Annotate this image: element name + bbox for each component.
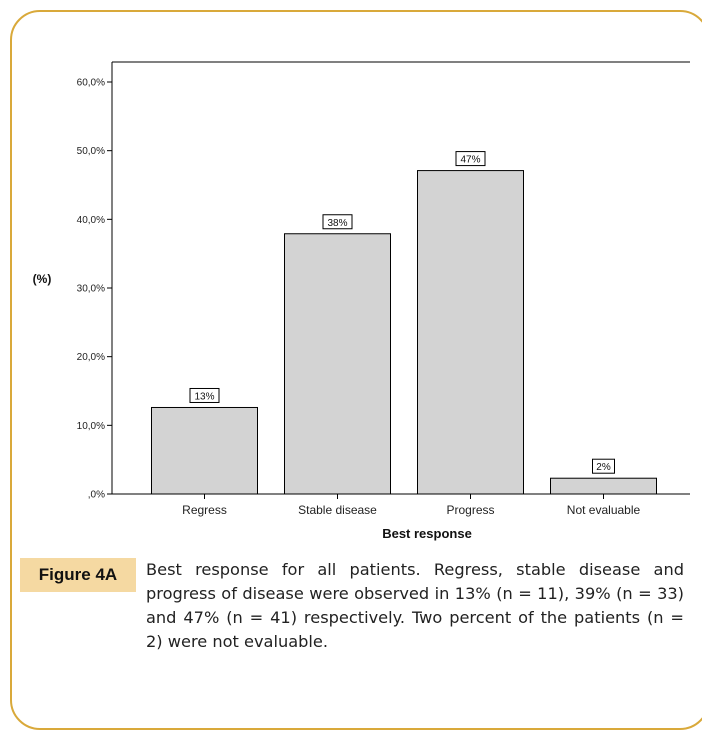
data-label-box: [189, 387, 220, 403]
figure-label: Figure 4A: [20, 558, 136, 592]
bar: [417, 170, 524, 495]
data-label: 2%: [596, 462, 611, 473]
y-tick-label: 50,0%: [77, 146, 105, 157]
data-label: 47%: [460, 155, 480, 166]
bar: [151, 406, 258, 495]
y-tick-label: 60,0%: [77, 78, 105, 89]
y-tick-label: 30,0%: [77, 284, 105, 295]
data-label-box: [322, 214, 353, 230]
x-axis-label: Best response: [382, 526, 472, 541]
x-tick-label: Progress: [446, 503, 494, 517]
y-tick-label: 20,0%: [77, 352, 105, 363]
x-tick-label: Not evaluable: [567, 503, 641, 517]
x-tick-label: Regress: [182, 503, 227, 517]
bar: [284, 233, 391, 495]
caption-text: Best response for all patients. Regress,…: [146, 560, 684, 651]
data-label: 38%: [327, 218, 347, 229]
x-tick-label: Stable disease: [298, 503, 377, 517]
y-tick-label: 40,0%: [77, 215, 105, 226]
bar-chart: ,0% 10,0% 20,0% 30,0% 40,0% 50,0% 60,0% (%) Regr…: [33, 61, 690, 541]
data-label-box: [455, 151, 486, 167]
chart-svg: ,0% 10,0% 20,0% 30,0% 40,0% 50,0% 60,0% (%) Regr…: [33, 61, 690, 541]
data-label: 13%: [194, 391, 214, 402]
bar: [550, 477, 657, 495]
y-tick-label: ,0%: [88, 490, 105, 501]
y-axis-label: (%): [33, 272, 52, 286]
y-tick-label: 10,0%: [77, 421, 105, 432]
data-label-box: [592, 458, 615, 474]
